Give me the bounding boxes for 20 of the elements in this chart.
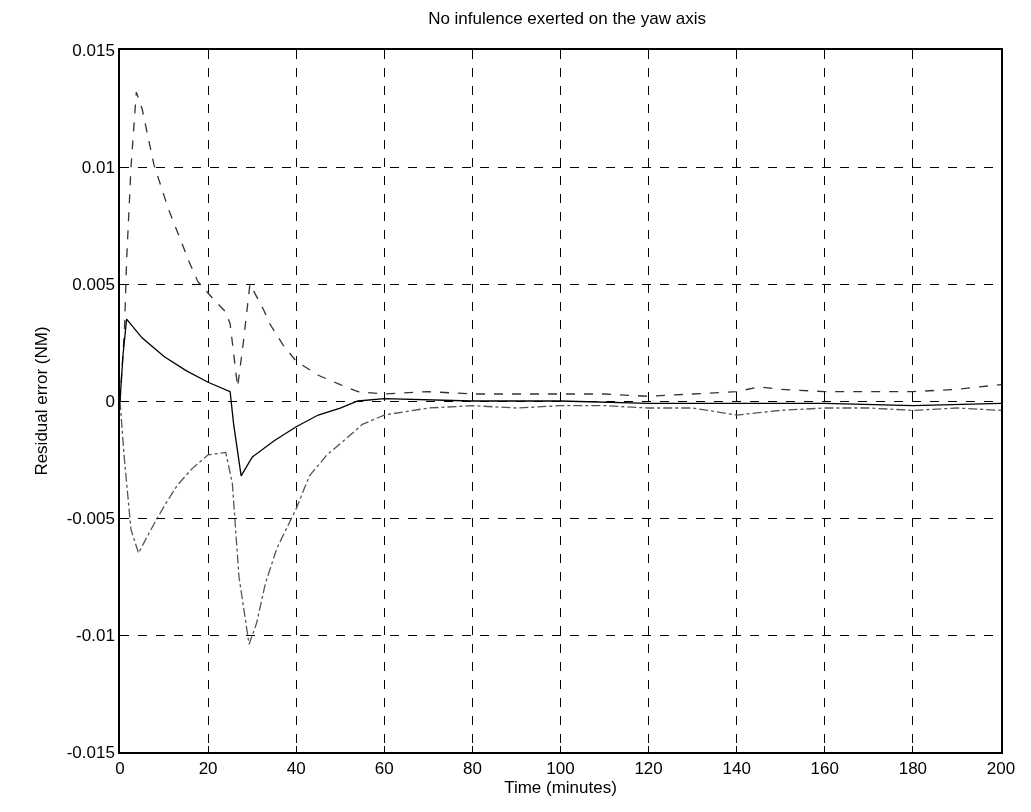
x-tick-label: 140 bbox=[722, 759, 751, 779]
y-axis-title: Residual error (NM) bbox=[31, 326, 51, 476]
x-tick-label: 160 bbox=[810, 759, 839, 779]
x-tick-label: 20 bbox=[198, 759, 218, 779]
y-tick-label: 0.015 bbox=[72, 40, 115, 60]
y-tick-label: 0.005 bbox=[72, 274, 115, 294]
x-tick-label: 40 bbox=[286, 759, 306, 779]
x-tick-label: 80 bbox=[462, 759, 482, 779]
y-tick-label: 0 bbox=[105, 391, 115, 411]
chart-title: No infulence exerted on the yaw axis bbox=[428, 9, 706, 29]
x-tick-label: 100 bbox=[546, 759, 575, 779]
x-tick-label: 60 bbox=[374, 759, 394, 779]
y-tick-label: -0.005 bbox=[66, 508, 115, 528]
x-tick-label: 200 bbox=[986, 759, 1016, 779]
y-tick-label: -0.01 bbox=[76, 625, 115, 645]
y-tick-label: 0.01 bbox=[81, 157, 115, 177]
x-tick-label: 180 bbox=[898, 759, 928, 779]
x-axis-title: Time (minutes) bbox=[504, 778, 617, 798]
x-tick-label: 120 bbox=[634, 759, 663, 779]
y-tick-label: -0.015 bbox=[66, 742, 115, 762]
